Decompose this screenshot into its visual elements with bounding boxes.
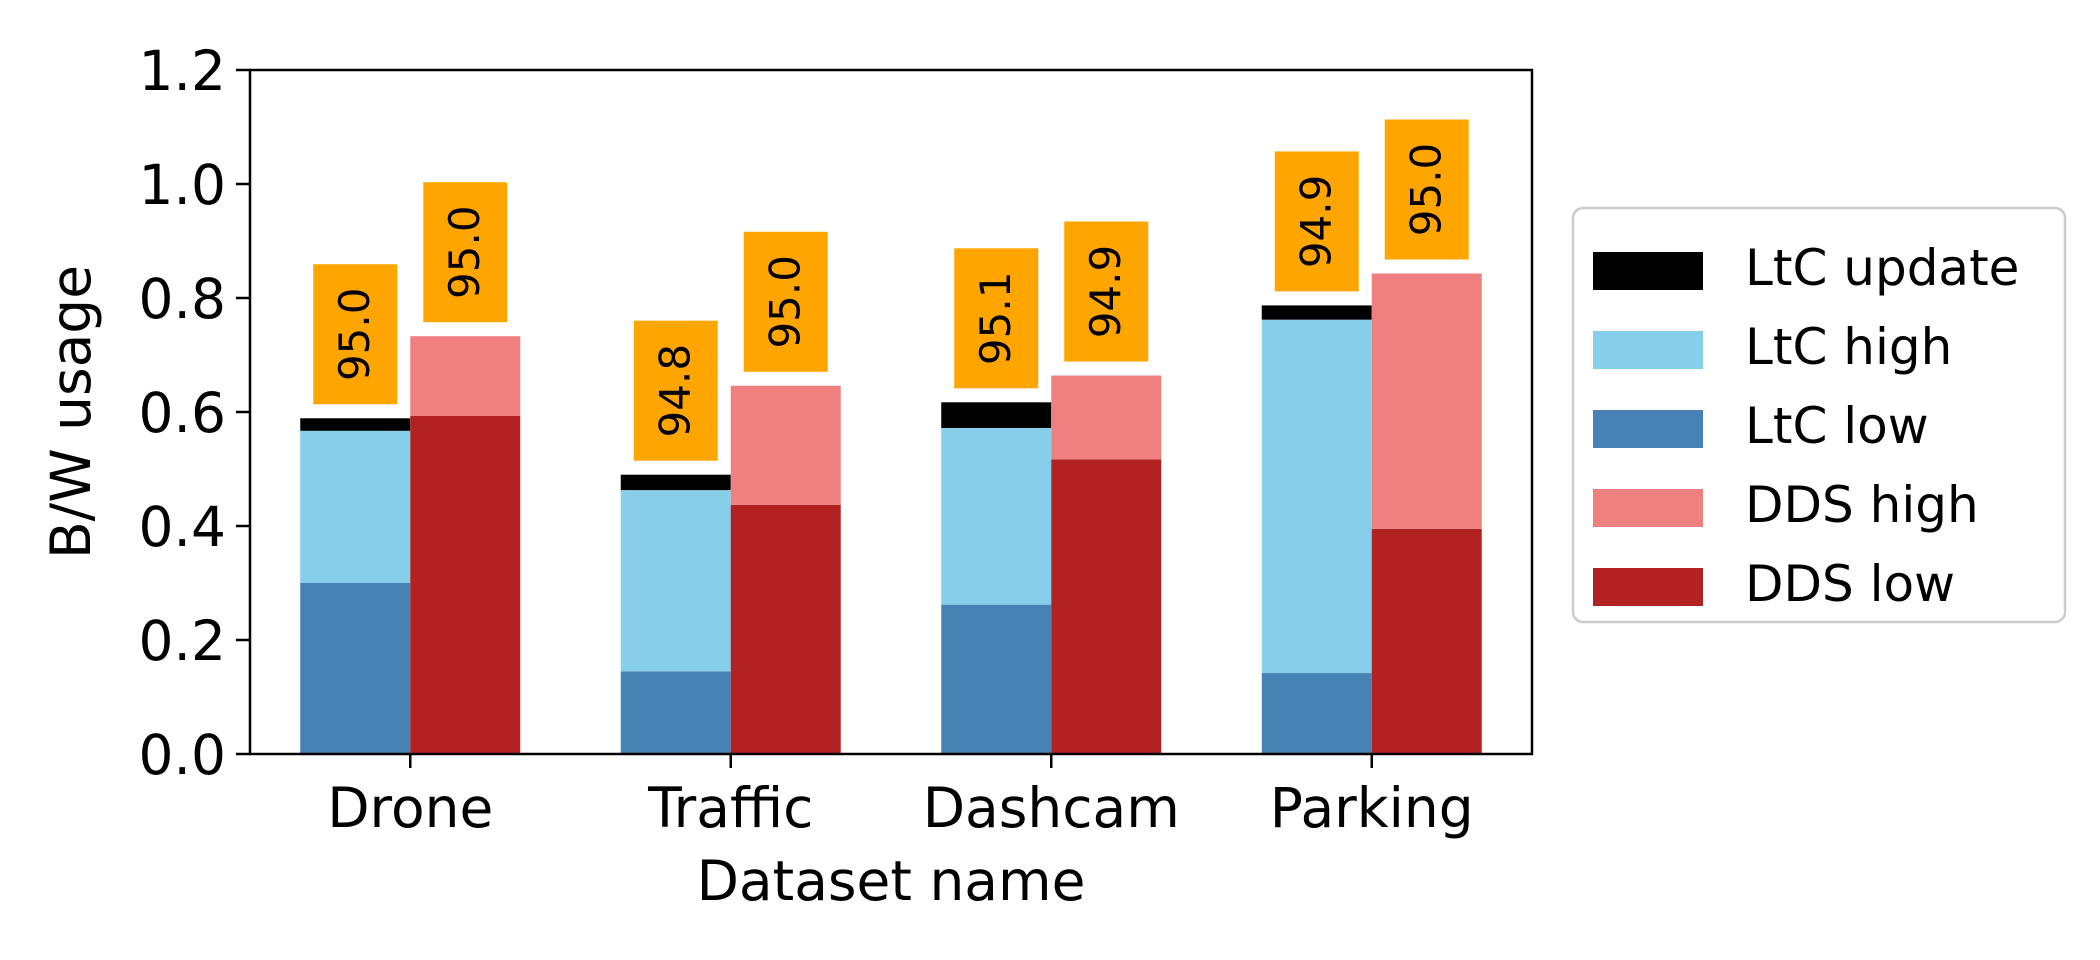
accuracy-label-box [313, 264, 398, 405]
bar-segment-ltc-high [1261, 319, 1372, 674]
bar-segment-dds-high [1051, 375, 1162, 460]
legend-label: DDS low [1745, 555, 1955, 613]
bar-segment-ltc-low [941, 604, 1052, 754]
bar-segment-ltc-update [300, 418, 411, 431]
accuracy-label-box [1064, 221, 1149, 362]
accuracy-label: 94.8 [651, 344, 700, 438]
bar-segment-dds-high [410, 336, 521, 416]
accuracy-label-box [1384, 119, 1469, 260]
y-tick-label: 0.0 [139, 723, 226, 787]
x-tick-label: Drone [327, 776, 493, 840]
accuracy-label: 94.9 [1292, 175, 1341, 269]
x-tick-label: Parking [1270, 776, 1474, 840]
bar-segment-ltc-high [300, 430, 411, 583]
bar-segment-ltc-low [300, 583, 411, 754]
accuracy-label: 95.0 [330, 288, 379, 382]
bar-segment-dds-low [1051, 459, 1162, 754]
y-tick-label: 0.6 [139, 381, 226, 445]
x-tick-label: Traffic [647, 776, 813, 840]
bar-segment-dds-low [730, 504, 841, 754]
annotations-layer: 95.0 95.0 94.8 95.0 95.1 94.9 94.9 95.0 [313, 119, 1469, 461]
legend: LtC update LtC high LtC low DDS high DDS low [1571, 206, 2067, 624]
y-axis: 0.0 0.2 0.4 0.6 0.8 1.0 1.2 [139, 39, 250, 787]
legend-swatch [1593, 252, 1703, 290]
accuracy-label: 95.0 [440, 205, 489, 299]
accuracy-label: 95.1 [971, 272, 1020, 366]
accuracy-label: 95.0 [761, 255, 810, 349]
accuracy-label-box [423, 182, 508, 323]
legend-label: LtC low [1745, 397, 1929, 455]
bar-segment-dds-low [1371, 528, 1482, 754]
legend-swatch [1593, 410, 1703, 448]
bar-segment-ltc-high [620, 490, 731, 672]
accuracy-label: 94.9 [1081, 245, 1130, 339]
accuracy-label-box [954, 248, 1039, 389]
accuracy-label-box [743, 231, 828, 372]
y-axis-label: B/W usage [39, 265, 103, 559]
legend-label: LtC update [1745, 239, 2019, 297]
bar-segment-dds-high [1371, 273, 1482, 529]
legend-swatch [1593, 568, 1703, 606]
accuracy-label-box [1274, 151, 1359, 292]
legend-label: DDS high [1745, 476, 1979, 534]
bars-layer [300, 273, 1482, 754]
y-tick-label: 1.2 [139, 39, 226, 103]
bar-segment-ltc-update [1261, 305, 1372, 320]
bar-segment-ltc-update [941, 402, 1052, 428]
x-axis-label: Dataset name [697, 849, 1086, 913]
bar-segment-ltc-low [620, 671, 731, 754]
legend-swatch [1593, 489, 1703, 527]
legend-label: LtC high [1745, 318, 1952, 376]
bar-segment-dds-low [410, 415, 521, 754]
legend-swatch [1593, 331, 1703, 369]
bar-segment-ltc-low [1261, 673, 1372, 754]
y-tick-label: 1.0 [139, 153, 226, 217]
x-axis: Drone Traffic Dashcam Parking [327, 754, 1474, 840]
bar-segment-ltc-update [620, 474, 731, 491]
bar-segment-dds-high [730, 385, 841, 505]
bar-segment-ltc-high [941, 427, 1052, 605]
x-tick-label: Dashcam [923, 776, 1180, 840]
accuracy-label: 95.0 [1402, 143, 1451, 237]
y-tick-label: 0.4 [139, 495, 226, 559]
accuracy-label-box [633, 320, 718, 461]
y-tick-label: 0.2 [139, 609, 226, 673]
y-tick-label: 0.8 [139, 267, 226, 331]
